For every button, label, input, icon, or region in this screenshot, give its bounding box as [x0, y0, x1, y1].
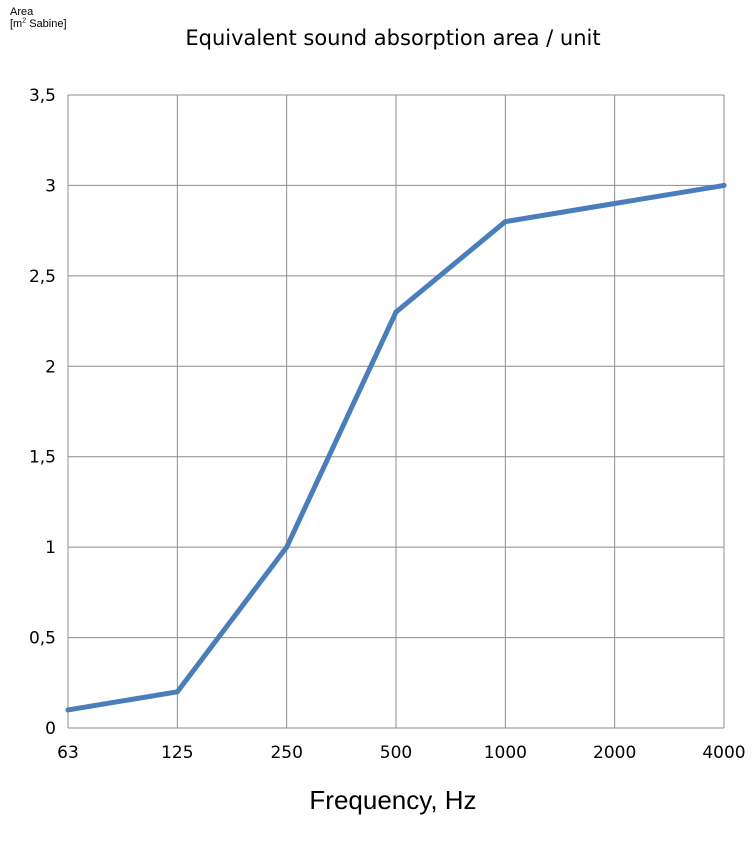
x-tick-label: 250: [270, 743, 302, 763]
x-tick-label: 4000: [702, 743, 745, 763]
x-tick-label: 2000: [593, 743, 636, 763]
y-tick-label: 1: [45, 538, 56, 558]
data-point: [393, 309, 399, 315]
y-tick-label: 1,5: [29, 448, 56, 468]
y-axis-label-superscript: 2: [22, 17, 27, 25]
y-tick-label: 0,5: [29, 629, 56, 649]
y-axis-label: Area [m2 Sabine]: [10, 6, 67, 30]
data-point: [612, 201, 618, 207]
data-point: [65, 707, 71, 713]
y-tick-label: 2: [45, 357, 56, 377]
data-point: [502, 219, 508, 225]
y-axis-label-line1: Area: [10, 6, 34, 18]
data-point: [174, 689, 180, 695]
x-tick-label: 1000: [484, 743, 527, 763]
y-axis-label-prefix: [m: [10, 18, 23, 30]
data-point: [721, 182, 727, 188]
x-tick-label: 500: [380, 743, 412, 763]
x-tick-label: 63: [57, 743, 79, 763]
y-tick-label: 0: [45, 719, 56, 739]
y-tick-label: 3: [45, 176, 56, 196]
y-axis-label-line2: [m2 Sabine]: [10, 17, 67, 30]
y-tick-label: 3,5: [29, 86, 56, 106]
x-axis-label: Frequency, Hz: [309, 785, 477, 815]
y-tick-label: 2,5: [29, 267, 56, 287]
y-axis-label-suffix: Sabine]: [26, 18, 67, 30]
data-point: [284, 544, 290, 550]
chart-title: Equivalent sound absorption area / unit: [185, 26, 601, 50]
x-tick-label: 125: [161, 743, 193, 763]
